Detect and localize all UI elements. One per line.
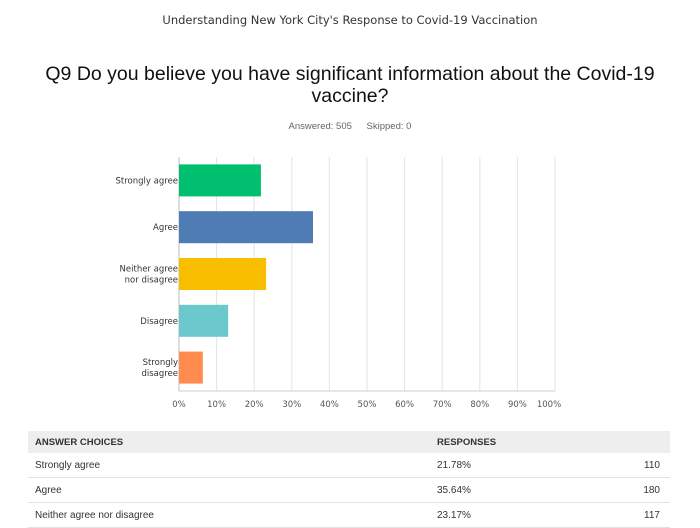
- responses-table: ANSWER CHOICES RESPONSES Strongly agree …: [28, 431, 670, 528]
- x-tick-label: 80%: [470, 400, 489, 410]
- category-label-line: Strongly: [143, 358, 178, 368]
- table-row: Agree 35.64% 180: [28, 478, 670, 503]
- row-count: 180: [643, 484, 660, 496]
- row-percent: 35.64%: [437, 484, 471, 496]
- x-tick-label: 40%: [320, 400, 339, 410]
- answered-count: Answered: 505: [288, 121, 352, 132]
- row-count: 110: [644, 459, 660, 471]
- category-label-line: nor disagree: [125, 276, 178, 286]
- category-label-line: Agree: [153, 223, 178, 233]
- responses-header: RESPONSES: [437, 436, 497, 448]
- category-label-line: Disagree: [140, 317, 178, 327]
- row-percent: 21.78%: [437, 459, 471, 471]
- category-label: Agree: [153, 223, 178, 233]
- x-tick-label: 60%: [395, 400, 414, 410]
- x-tick-label: 50%: [358, 400, 377, 410]
- table-row: Strongly agree 21.78% 110: [28, 453, 670, 478]
- row-choice: Strongly agree: [35, 459, 101, 471]
- table-row: Neither agree nor disagree 23.17% 117: [28, 503, 670, 528]
- bar: [179, 351, 203, 384]
- bar: [179, 258, 267, 290]
- bar: [179, 164, 261, 197]
- category-label: Disagree: [140, 317, 178, 327]
- row-percent: 23.17%: [437, 509, 471, 521]
- question-title: Q9 Do you believe you have significant i…: [45, 63, 655, 107]
- bar: [179, 211, 314, 244]
- x-tick-label: 20%: [245, 400, 264, 410]
- table-header: ANSWER CHOICES RESPONSES: [28, 431, 670, 453]
- x-tick-label: 10%: [207, 400, 226, 410]
- answer-choices-header: ANSWER CHOICES: [35, 436, 124, 448]
- category-label-line: disagree: [141, 369, 178, 379]
- row-choice: Neither agree nor disagree: [35, 509, 154, 521]
- bar-chart: 0% 10% 20% 30% 40% 50% 60% 70% 80% 90% 100% Strongl…: [116, 157, 561, 410]
- bar: [179, 304, 229, 337]
- category-label: Neither agree nor disagree: [120, 265, 178, 286]
- x-tick-label: 70%: [433, 400, 452, 410]
- x-tick-label: 100%: [537, 400, 561, 410]
- x-tick-label: 30%: [282, 400, 301, 410]
- row-count: 117: [644, 509, 660, 521]
- category-label-line: Neither agree: [120, 265, 178, 275]
- category-label: Strongly disagree: [141, 358, 178, 379]
- row-choice: Agree: [35, 484, 62, 496]
- skipped-count: Skipped: 0: [366, 121, 412, 132]
- x-tick-label: 90%: [508, 400, 527, 410]
- x-tick-label: 0%: [172, 400, 186, 410]
- category-label-line: Strongly agree: [116, 176, 178, 186]
- category-label: Strongly agree: [116, 176, 178, 186]
- survey-title: Understanding New York City's Response t…: [162, 13, 538, 27]
- response-stats: Answered: 505 Skipped: 0: [0, 121, 700, 132]
